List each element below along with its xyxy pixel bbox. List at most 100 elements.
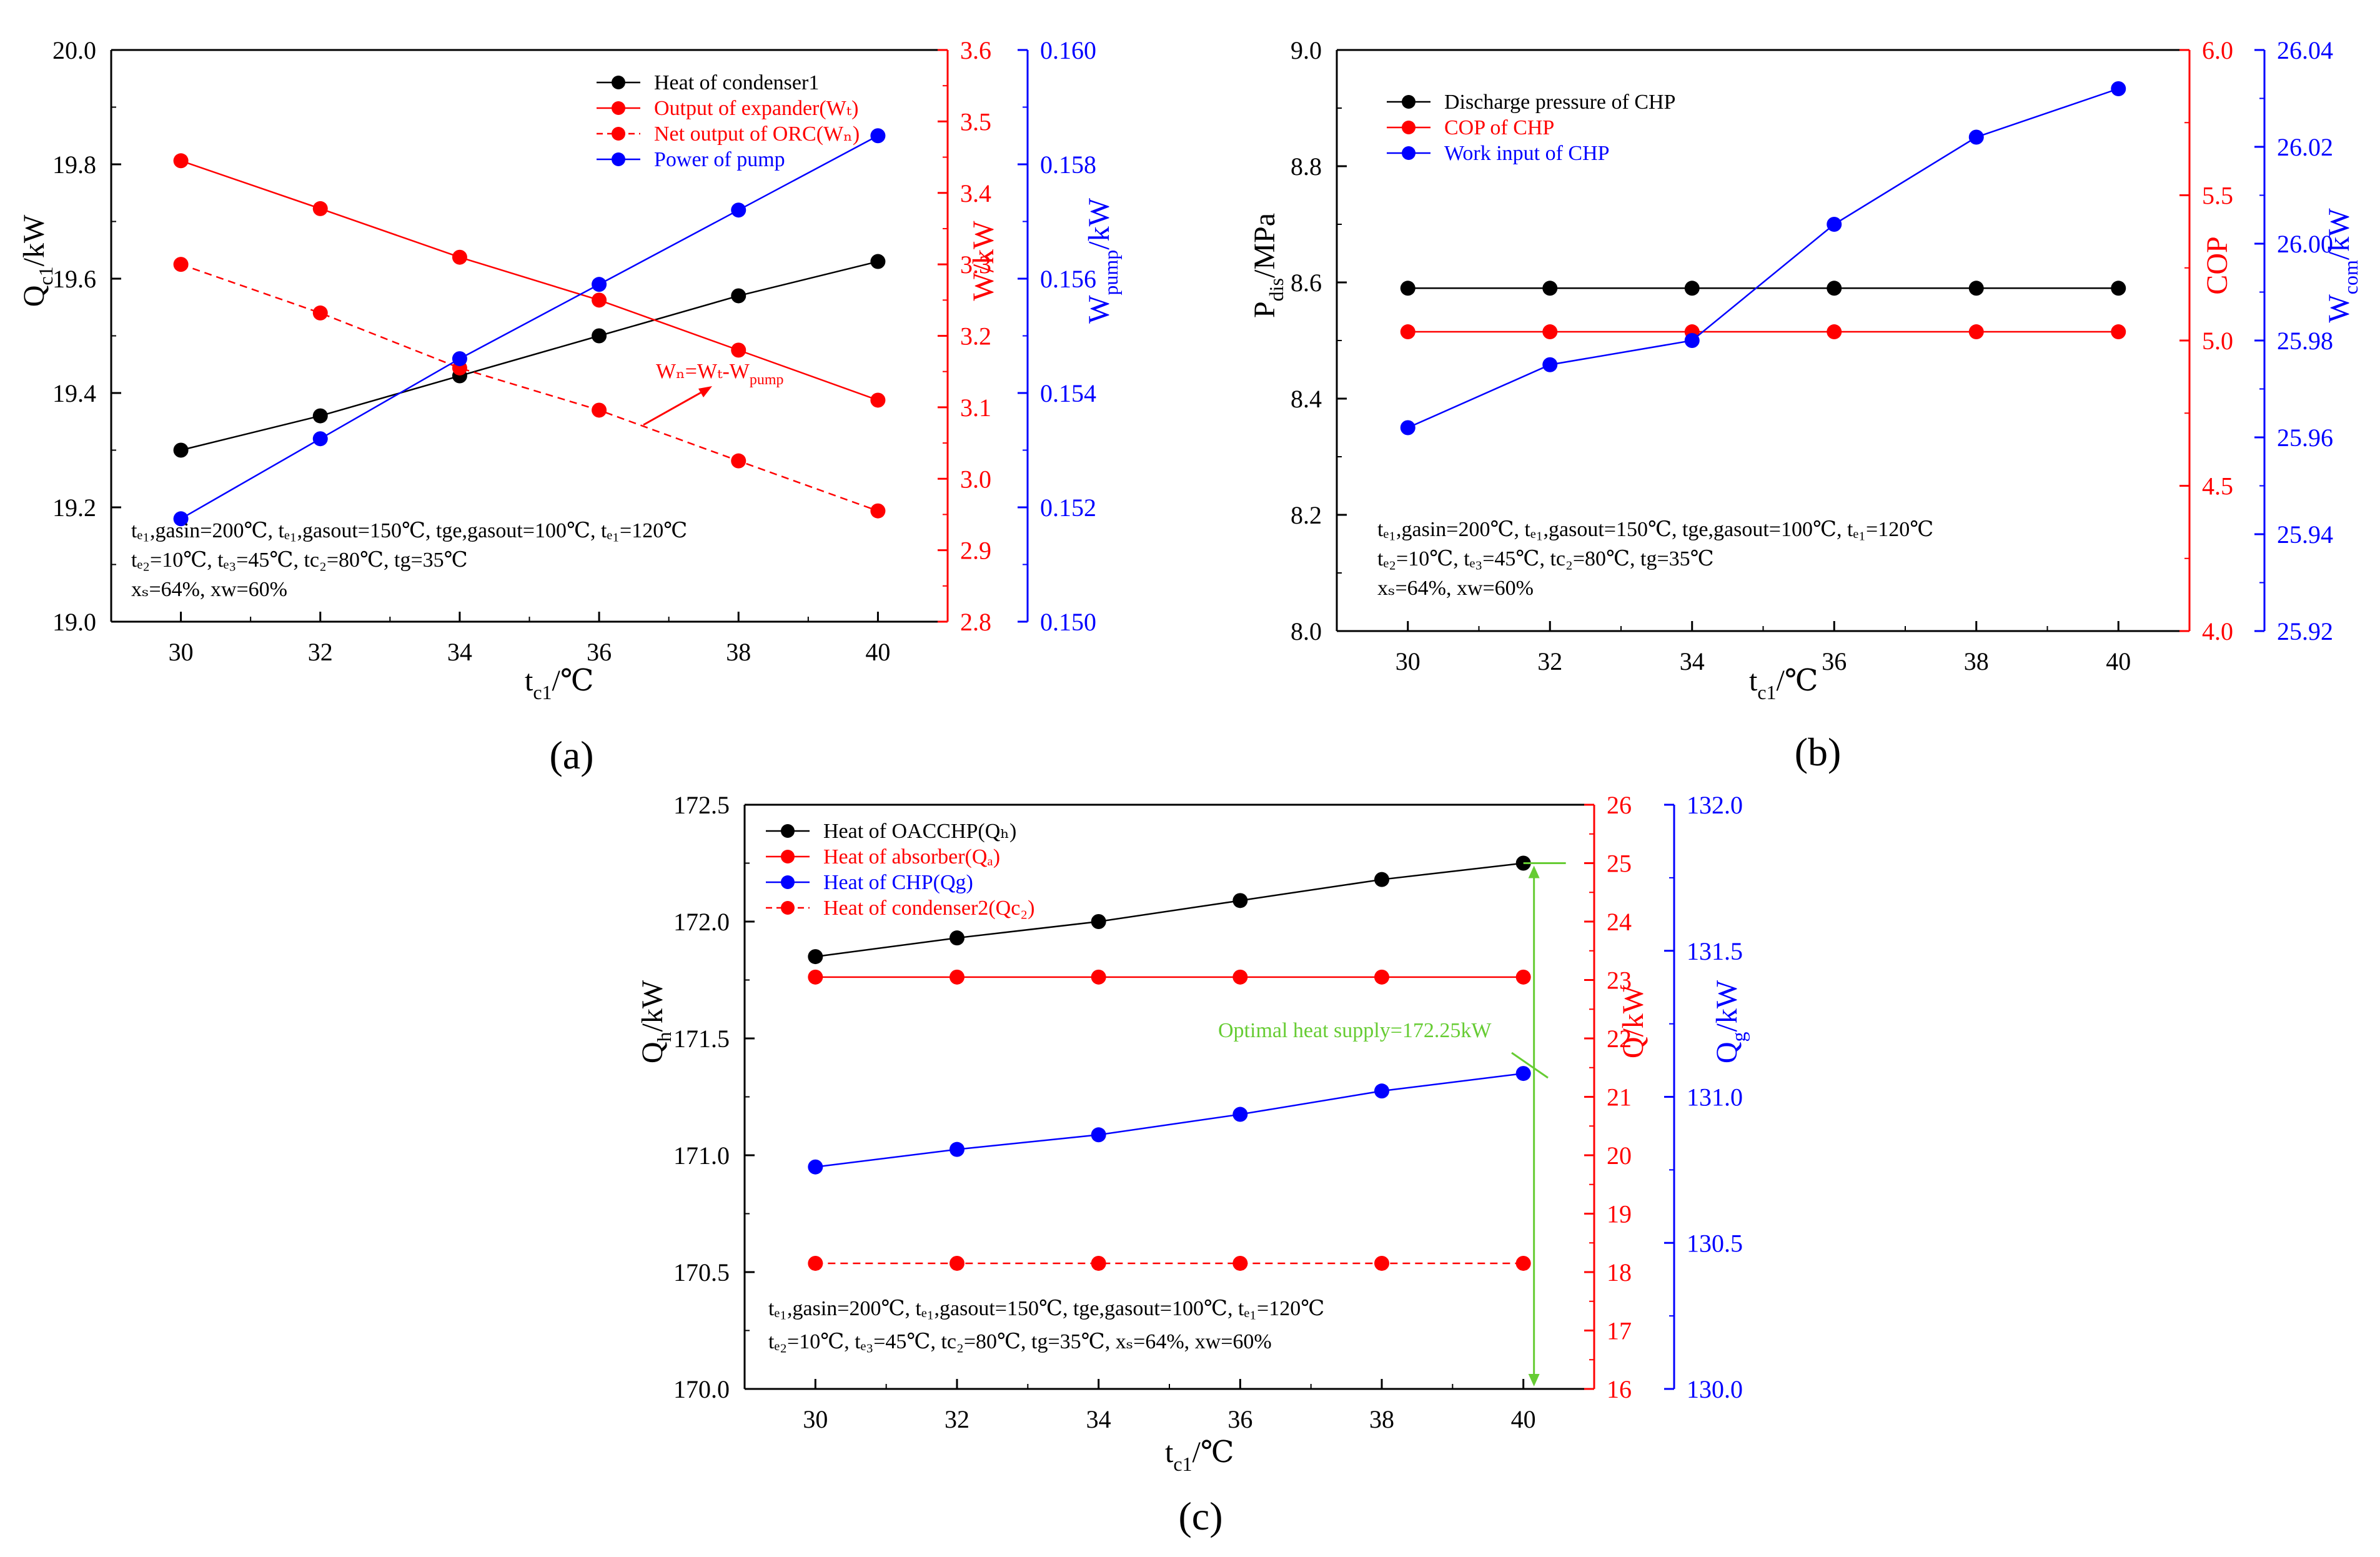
y-tick-label: 8.8 <box>1291 152 1322 181</box>
legend-label: COP of CHP <box>1444 116 1554 139</box>
y-tick-label: 5.0 <box>2202 327 2233 355</box>
data-point-0-0 <box>1400 281 1416 296</box>
data-point-1-4 <box>1968 324 1984 340</box>
data-point-2-0 <box>173 257 189 272</box>
data-point-3-3 <box>1232 1255 1248 1271</box>
legend-label: Heat of absorber(Qₐ) <box>823 845 1000 868</box>
data-point-3-5 <box>1515 1255 1531 1271</box>
y-tick-label: 26.00 <box>2277 230 2333 258</box>
x-tick-label: 36 <box>1227 1405 1252 1433</box>
x-tick-label: 40 <box>865 638 890 666</box>
data-point-0-5 <box>2111 281 2126 296</box>
annotation-pointer <box>1511 1052 1549 1079</box>
x-axis-title: tc1/℃ <box>1165 1436 1234 1475</box>
y-axis-title-main: Q <box>17 286 51 307</box>
annotation-arrow <box>643 389 705 426</box>
y-tick-label: 19.4 <box>52 379 96 407</box>
x-axis-title: tc1/℃ <box>525 664 594 704</box>
x-axis-title-sub: c1 <box>1757 681 1776 704</box>
x-axis-title-main: t <box>1749 664 1758 697</box>
panel-label: (b) <box>1795 730 1842 774</box>
data-point-2-4 <box>1968 129 1984 145</box>
data-point-2-3 <box>1827 217 1842 232</box>
data-point-0-1 <box>1542 281 1558 296</box>
conditions-text: tₑ₂=10℃, tₑ₃=45℃, tc₂=80℃, tg=35℃, xₛ=64… <box>768 1330 1272 1353</box>
x-tick-label: 34 <box>1086 1405 1111 1433</box>
y-axis-title-sub: pump <box>1099 250 1122 296</box>
y-axis-title-2: Qg/kW <box>1710 980 1750 1063</box>
legend-marker <box>1402 121 1416 134</box>
y-tick-label: 170.0 <box>673 1375 730 1403</box>
y-tick-label: 8.2 <box>1291 501 1322 529</box>
y-tick-label: 26.02 <box>2277 133 2333 161</box>
y-tick-label: 0.158 <box>1040 151 1096 179</box>
x-tick-label: 36 <box>1822 647 1847 675</box>
y-tick-label: 17 <box>1607 1317 1632 1345</box>
series-line-0 <box>181 261 878 451</box>
series-line-1 <box>181 160 878 401</box>
y-axis-title-sub: c1 <box>34 266 57 285</box>
legend-marker <box>1402 95 1416 109</box>
annotation-text: Optimal heat supply=172.25kW <box>1218 1019 1492 1042</box>
y-axis-title-1: Q/kW <box>1617 985 1650 1058</box>
x-axis-title-main: t <box>1165 1436 1174 1469</box>
data-point-1-5 <box>1515 969 1531 985</box>
legend-label: Heat of condenser1 <box>654 71 819 94</box>
legend-label: Output of expander(Wₜ) <box>654 97 858 120</box>
y-tick-label: 0.156 <box>1040 265 1096 293</box>
data-point-1-1 <box>312 201 328 216</box>
data-point-2-5 <box>1515 1066 1531 1082</box>
data-point-0-1 <box>312 408 328 424</box>
y-axis-title-unit: /kW <box>2323 208 2356 260</box>
y-axis-title-main: W/kW <box>967 221 1000 301</box>
y-tick-label: 0.150 <box>1040 608 1096 636</box>
conditions-text: xₛ=64%, xw=60% <box>131 578 287 601</box>
legend-marker <box>1402 146 1416 160</box>
arrowhead-down <box>1528 1374 1540 1386</box>
y-axis-title-1: W/kW <box>967 221 1000 301</box>
data-point-1-1 <box>950 969 964 985</box>
y-tick-label: 3.3 <box>960 251 991 279</box>
legend-label: Discharge pressure of CHP <box>1444 91 1675 114</box>
y-tick-label: 172.5 <box>673 791 730 819</box>
legend-label: Heat of OACCHP(Qₕ) <box>823 820 1016 843</box>
data-point-3-2 <box>1091 1255 1106 1271</box>
data-point-3-4 <box>731 202 746 218</box>
series-line-0 <box>815 862 1524 958</box>
y-tick-label: 5.5 <box>2202 182 2233 210</box>
y-axis-title-0: Qh/kW <box>636 980 675 1063</box>
data-point-2-4 <box>1374 1083 1389 1099</box>
data-point-3-1 <box>312 431 328 447</box>
y-axis-title-main: Q/kW <box>1617 985 1650 1058</box>
panel-a: 30 32 34 36 38 40tc1/℃19.019.219.419.619.820.… <box>17 36 1122 777</box>
y-tick-label: 171.5 <box>673 1025 730 1053</box>
y-tick-label: 25 <box>1607 850 1632 878</box>
y-tick-label: 130.0 <box>1687 1375 1743 1403</box>
legend-label: Work input of CHP <box>1444 142 1610 165</box>
legend-marker <box>612 101 625 115</box>
y-tick-label: 9.0 <box>1291 36 1322 64</box>
series-line-2 <box>181 263 878 512</box>
y-tick-label: 26 <box>1607 791 1632 819</box>
conditions-text: tₑ₂=10℃, tₑ₃=45℃, tc₂=80℃, tg=35℃ <box>131 549 468 572</box>
y-tick-label: 26.04 <box>2277 36 2333 64</box>
y-axis-title-main: W <box>2323 294 2356 323</box>
y-tick-label: 16 <box>1607 1375 1632 1403</box>
series-line-2 <box>1407 87 2119 429</box>
y-axis-title-main: P <box>1248 301 1281 318</box>
data-point-0-3 <box>1232 893 1248 908</box>
data-point-1-0 <box>808 969 823 985</box>
y-tick-label: 8.4 <box>1291 385 1322 413</box>
data-point-3-2 <box>452 351 467 367</box>
data-point-1-3 <box>592 292 607 308</box>
y-tick-label: 3.5 <box>960 107 991 136</box>
y-tick-label: 0.152 <box>1040 494 1096 522</box>
y-tick-label: 18 <box>1607 1258 1632 1286</box>
data-point-3-0 <box>173 511 189 527</box>
x-tick-label: 30 <box>169 638 194 666</box>
data-point-2-3 <box>1232 1107 1248 1122</box>
data-point-3-3 <box>592 277 607 292</box>
data-point-0-2 <box>1684 281 1700 296</box>
x-axis-title-main: t <box>525 664 533 697</box>
data-point-2-1 <box>950 1142 964 1157</box>
